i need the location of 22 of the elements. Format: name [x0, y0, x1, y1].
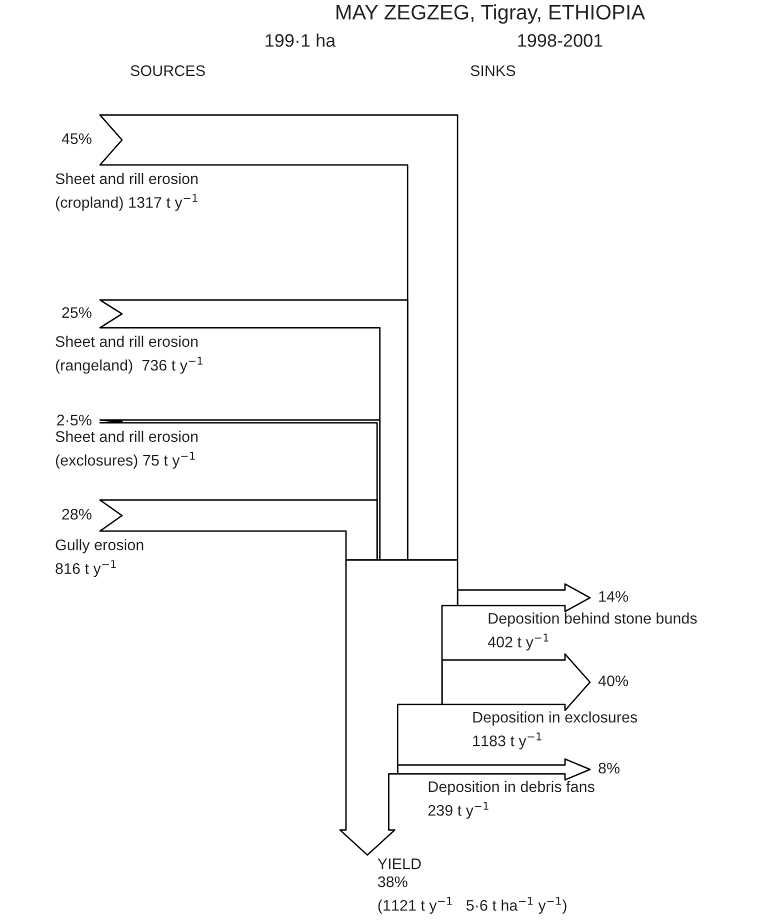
- text: (1121 t y$^{−1}$ 5·6 t ha$^{−1}$ y$^{−1}$): [378, 897, 566, 914]
- category-label: Deposition in exclosures 1183 t y$^{−1}$: [473, 711, 638, 750]
- data-label: 38%: [378, 876, 408, 888]
- text: SOURCES: [130, 65, 205, 76]
- data-label: 45%: [62, 133, 92, 144]
- data-label: 28%: [62, 508, 92, 520]
- data-label: 8%: [598, 762, 620, 774]
- category-label: Deposition behind stone bunds 402 t y$^{−1}$: [488, 612, 697, 650]
- data-label: 2·5%: [57, 414, 92, 426]
- category-label: Deposition in debris fans 239 t y$^{−1}$: [428, 780, 594, 819]
- text: 199·1 ha: [266, 34, 336, 47]
- text: SINKS: [470, 65, 516, 76]
- category-label: Sheet and rill erosion (rangeland) 736 t y$^{−1}$: [56, 336, 202, 374]
- text: MAY ZEGZEG, Tigray, ETHIOPIA: [336, 4, 646, 24]
- category-label: Sheet and rill erosion (exclosures) 75 t y$^{−1}$: [56, 430, 198, 469]
- category-label: YIELD: [378, 858, 421, 870]
- category-label: Sheet and rill erosion (cropland) 1317 t y$^{−1}$: [56, 172, 198, 211]
- data-label: 40%: [598, 675, 628, 686]
- category-label: Gully erosion 816 t y$^{−1}$: [56, 539, 144, 578]
- data-label: 14%: [599, 591, 628, 602]
- text: 1998-2001: [518, 34, 602, 47]
- data-label: 25%: [62, 307, 92, 318]
